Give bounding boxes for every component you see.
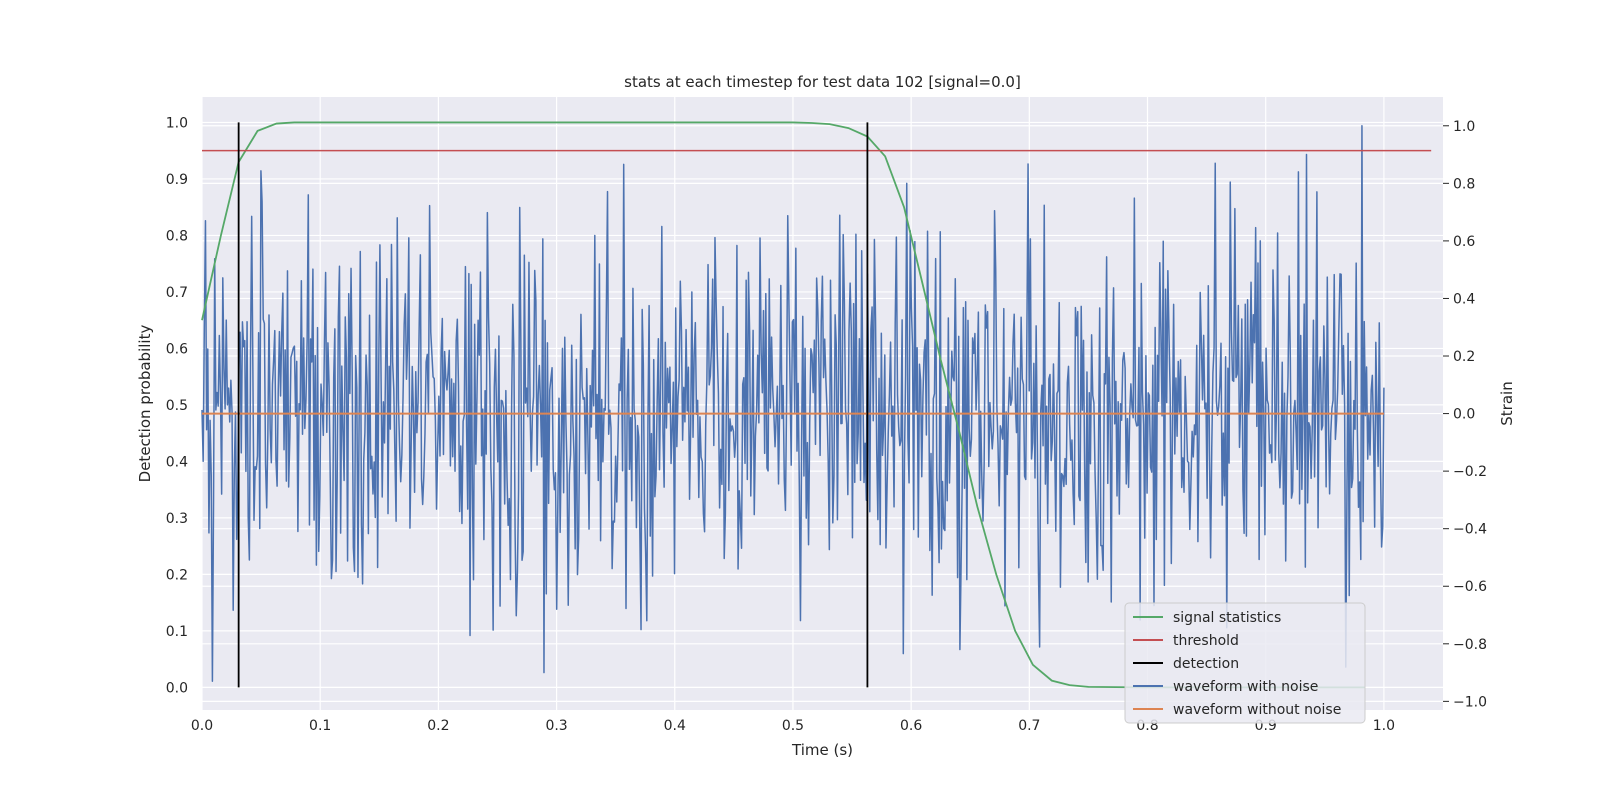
x-tick-label: 0.1 [309, 718, 331, 734]
y-tick-label-left: 0.5 [166, 398, 188, 414]
y-tick-label-left: 0.6 [166, 341, 188, 357]
legend-label: waveform without noise [1173, 702, 1341, 718]
y-tick-label-right: 0.8 [1453, 176, 1475, 192]
waveform-with-noise-line [201, 125, 1385, 682]
data-series [201, 121, 1432, 689]
chart-title: stats at each timestep for test data 102… [624, 73, 1021, 91]
y-tick-label-right: 0.4 [1453, 291, 1475, 307]
y-tick-label-left: 0.7 [166, 285, 188, 301]
y-tick-label-right: 1.0 [1453, 119, 1475, 135]
y-tick-label-right: 0.2 [1453, 349, 1475, 365]
y-tick-label-left: 0.2 [166, 567, 188, 583]
y-axis-title-right: Strain [1498, 381, 1516, 425]
y-tick-label-right: −0.8 [1453, 637, 1487, 653]
x-tick-label: 0.3 [545, 718, 567, 734]
y-tick-label-left: 0.3 [166, 511, 188, 527]
x-tick-label: 1.0 [1373, 718, 1395, 734]
y-tick-label-right: 0.6 [1453, 234, 1475, 250]
y-tick-label-right: −0.4 [1453, 522, 1487, 538]
legend-label: waveform with noise [1173, 679, 1318, 695]
y-tick-label-left: 0.9 [166, 172, 188, 188]
y-tick-label-right: 0.0 [1453, 407, 1475, 423]
legend-label: threshold [1173, 633, 1239, 649]
y-tick-label-left: 0.0 [166, 680, 188, 696]
legend-items: signal statistics threshold detection wavef… [1133, 610, 1341, 718]
x-tick-label: 0.4 [664, 718, 686, 734]
legend: signal statistics threshold detection wavef… [1124, 602, 1366, 724]
legend-box [1124, 602, 1366, 724]
y-tick-label-right: −0.2 [1453, 464, 1487, 480]
x-tick-label: 0.7 [1018, 718, 1040, 734]
x-tick-label: 0.0 [191, 718, 213, 734]
y-tick-label-left: 0.8 [166, 228, 188, 244]
axis-ticks: 0.0 0.1 0.2 0.3 0.4 0.5 0.6 0.7 0.8 0.9 1.0 0.0 0.1 0… [166, 115, 1487, 734]
y-tick-label-left: 0.1 [166, 624, 188, 640]
y-tick-label-right: −0.6 [1453, 579, 1487, 595]
y-axis-title-left: Detection probability [136, 325, 154, 483]
signal-statistics-line [201, 121, 1365, 689]
y-tick-label-right: −1.0 [1453, 694, 1487, 710]
x-tick-label: 0.6 [900, 718, 922, 734]
x-tick-label: 0.2 [427, 718, 449, 734]
x-axis-title: Time (s) [791, 741, 853, 759]
legend-label: signal statistics [1173, 610, 1281, 626]
y-tick-label-left: 0.4 [166, 454, 188, 470]
x-tick-label: 0.5 [782, 718, 804, 734]
y-tick-label-left: 1.0 [166, 115, 188, 131]
legend-label: detection [1173, 656, 1239, 672]
